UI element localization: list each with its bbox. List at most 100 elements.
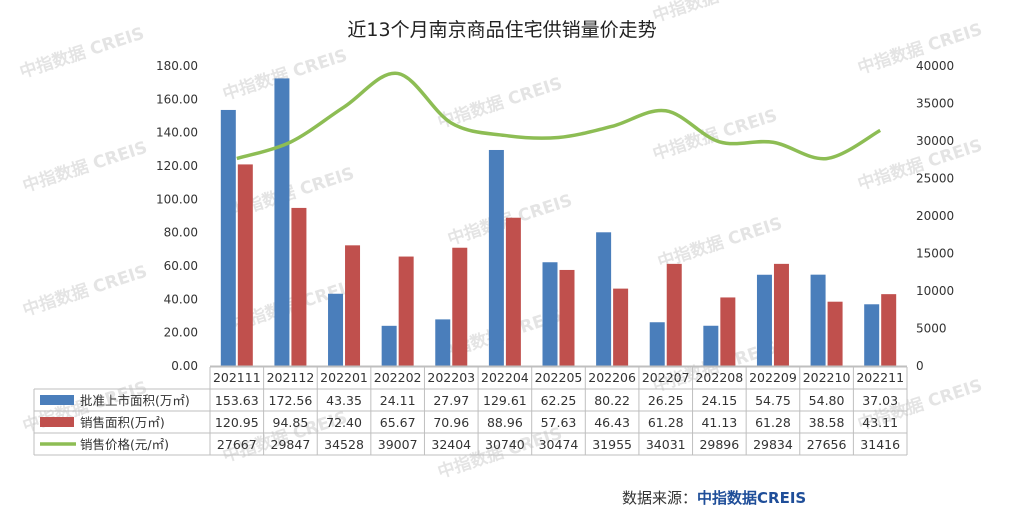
sales-area-bar: [666, 263, 682, 366]
x-category-label: 202209: [749, 370, 797, 385]
supply-area-bar: [220, 109, 236, 366]
supply-area-bar: [381, 325, 397, 366]
data-cell: 34528: [324, 437, 364, 452]
data-cell: 41.13: [701, 415, 737, 430]
data-cell: 29847: [271, 437, 311, 452]
y-left-tick-label: 40.00: [164, 292, 198, 306]
supply-area-bar: [649, 322, 665, 366]
supply-area-bar: [328, 293, 344, 366]
supply-area-bar: [435, 319, 451, 366]
x-category-label: 202201: [320, 370, 368, 385]
x-category-label: 202112: [267, 370, 315, 385]
x-category-label: 202204: [481, 370, 529, 385]
data-cell: 70.96: [433, 415, 469, 430]
watermark-text: 中指数据 CREIS: [650, 105, 780, 165]
sales-area-bar: [773, 263, 789, 366]
y-left-tick-label: 100.00: [156, 192, 198, 206]
y-axis-right: 0 5000 10000 15000 20000 25000 30000 35000 40000: [916, 59, 954, 373]
data-cell: 172.56: [269, 393, 313, 408]
data-cell: 34031: [646, 437, 686, 452]
data-cell: 153.63: [215, 393, 259, 408]
data-cell: 43.11: [862, 415, 898, 430]
data-cell: 27656: [807, 437, 847, 452]
supply-area-bar: [864, 304, 880, 366]
data-cell: 61.28: [755, 415, 791, 430]
data-cell: 32404: [431, 437, 471, 452]
data-cell: 62.25: [541, 393, 577, 408]
data-cell: 26.25: [648, 393, 684, 408]
watermark-text: 中指数据 CREIS: [20, 137, 150, 197]
y-right-tick-label: 10000: [916, 284, 954, 298]
price-line-path: [236, 71, 882, 161]
chart-title: 近13个月南京商品住宅供销量价走势: [347, 19, 656, 41]
y-left-tick-label: 60.00: [164, 259, 198, 273]
supply-area-bar: [596, 232, 612, 366]
data-cell: 46.43: [594, 415, 630, 430]
data-cell: 31416: [860, 437, 900, 452]
legend-label: 销售面积(万㎡): [80, 415, 165, 430]
data-cell: 29896: [699, 437, 739, 452]
source-label: 数据来源：: [622, 489, 698, 507]
y-right-tick-label: 25000: [916, 172, 954, 186]
sales-area-bar: [452, 247, 468, 366]
bars: [210, 78, 907, 367]
data-cell: 30740: [485, 437, 525, 452]
sales-area-bar: [237, 164, 253, 366]
x-category-label: 202211: [856, 370, 904, 385]
x-category-label: 202206: [588, 370, 636, 385]
y-left-tick-label: 20.00: [164, 326, 198, 340]
y-left-tick-label: 140.00: [156, 126, 198, 140]
y-left-tick-label: 180.00: [156, 59, 198, 73]
supply-area-bar: [274, 78, 290, 367]
legend-label: 批准上市面积(万㎡): [80, 393, 190, 408]
sales-area-bar: [345, 245, 361, 366]
supply-area-bar: [542, 262, 558, 366]
data-cell: 80.22: [594, 393, 630, 408]
y-left-tick-label: 160.00: [156, 92, 198, 106]
sales-area-bar: [720, 297, 736, 366]
data-cell: 54.80: [809, 393, 845, 408]
x-category-label: 202210: [803, 370, 851, 385]
data-cell: 24.11: [380, 393, 416, 408]
x-category-label: 202208: [695, 370, 743, 385]
sales-area-bar: [505, 217, 521, 366]
data-cell: 54.75: [755, 393, 791, 408]
data-cell: 94.85: [273, 415, 309, 430]
data-cell: 57.63: [541, 415, 577, 430]
data-cell: 38.58: [809, 415, 845, 430]
sales-area-bar: [291, 207, 307, 366]
legend-label: 销售价格(元/㎡): [80, 437, 169, 452]
watermark-text: 中指数据 CREIS: [655, 213, 785, 273]
data-cell: 129.61: [483, 393, 527, 408]
y-left-tick-label: 80.00: [164, 226, 198, 240]
sales-area-bar: [827, 301, 843, 366]
x-category-label: 202111: [213, 370, 261, 385]
supply-area-bar: [488, 149, 504, 366]
data-table: 202111 202112 202201 202202 202203 202204 2022…: [33, 366, 908, 456]
supply-area-bar: [703, 325, 719, 366]
x-category-label: 202207: [642, 370, 690, 385]
data-cell: 120.95: [215, 415, 259, 430]
legend-swatch: [40, 395, 74, 405]
watermark-text: 中指数据 CREIS: [17, 23, 147, 83]
sales-area-bar: [398, 256, 414, 366]
data-cell: 31955: [592, 437, 632, 452]
y-right-tick-label: 5000: [916, 322, 947, 336]
data-cell: 61.28: [648, 415, 684, 430]
data-cell: 27.97: [433, 393, 469, 408]
y-axis-left: 0.00 20.00 40.00 60.00 80.00 100.00 120.00 140.…: [156, 59, 198, 373]
x-category-label: 202203: [427, 370, 475, 385]
data-source: 数据来源：中指数据CREIS: [622, 487, 806, 508]
sales-area-bar: [881, 294, 897, 366]
y-right-tick-label: 20000: [916, 209, 954, 223]
y-left-tick-label: 0.00: [171, 359, 198, 373]
x-category-label: 202202: [374, 370, 422, 385]
source-brand: 中指数据CREIS: [697, 489, 807, 507]
data-cell: 65.67: [380, 415, 416, 430]
y-right-tick-label: 30000: [916, 134, 954, 148]
data-cell: 72.40: [326, 415, 362, 430]
y-right-tick-label: 35000: [916, 97, 954, 111]
supply-area-bar: [810, 274, 826, 366]
data-cell: 27667: [217, 437, 257, 452]
